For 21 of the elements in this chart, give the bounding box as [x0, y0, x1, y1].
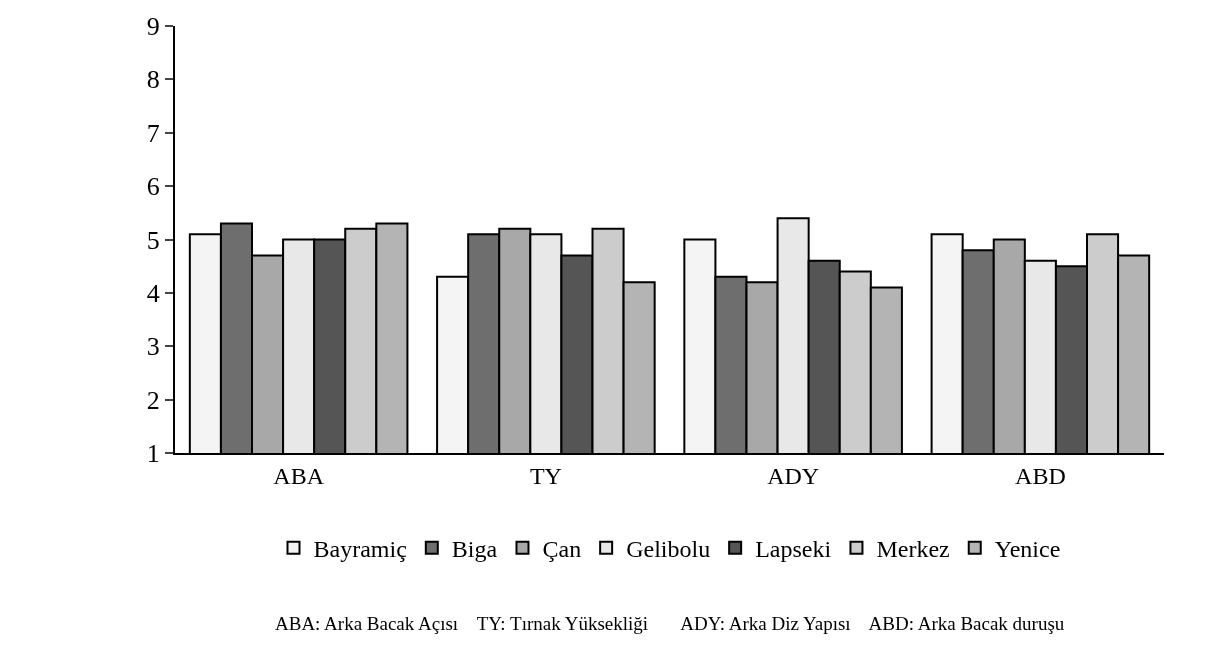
y-tick-label: 9: [146, 12, 160, 42]
legend-label: Çan: [542, 536, 582, 563]
legend-label: Yenice: [994, 536, 1061, 563]
y-tick-label: 2: [146, 385, 160, 415]
y-tick-label: 4: [146, 278, 160, 308]
x-tick-label: TY: [529, 462, 562, 489]
legend-label: Merkez: [876, 536, 950, 563]
legend-label: Lapseki: [755, 536, 832, 563]
legend-label: Gelibolu: [626, 536, 711, 563]
y-tick-label: 5: [146, 225, 160, 255]
x-tick-label: ABD: [1015, 462, 1066, 489]
y-tick-label: 3: [146, 332, 160, 362]
x-tick-label: ADY: [767, 462, 820, 489]
y-tick-label: 7: [146, 118, 160, 148]
legend-label: Bayramiç: [313, 536, 407, 563]
y-tick-label: 6: [146, 172, 160, 202]
y-tick-label: 8: [146, 65, 160, 95]
y-tick-label: 1: [146, 439, 160, 469]
x-tick-label: ABA: [273, 462, 325, 489]
legend-label: Biga: [451, 536, 498, 563]
text: ABA: Arka Bacak Açısı TY: Tırnak Yüksekliği ADY: Arka Diz Yapısı ABD: Arka Bacak duruşu: [275, 613, 1065, 634]
